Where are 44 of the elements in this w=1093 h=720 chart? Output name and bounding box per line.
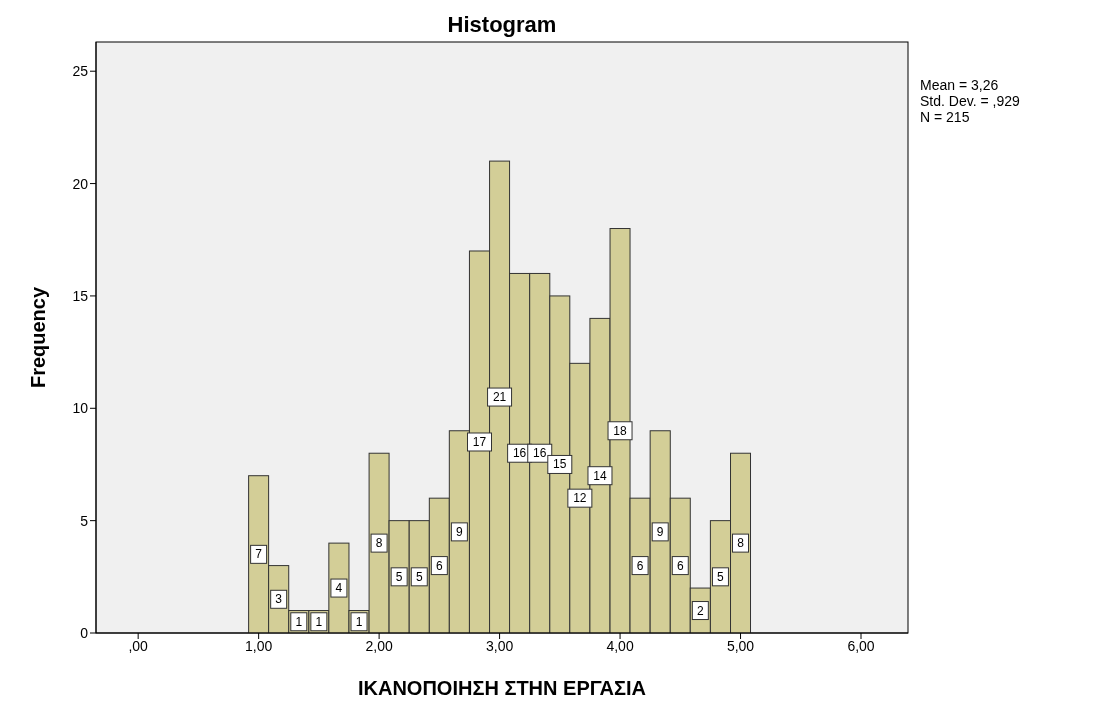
data-label: 8 (375, 536, 383, 551)
data-label: 21 (492, 390, 507, 405)
data-label: 9 (656, 524, 664, 539)
text: Mean = 3,26 (920, 77, 999, 93)
data-label: 5 (717, 569, 725, 584)
x-tick-label: 5,00 (726, 637, 755, 654)
data-label: 2 (696, 603, 704, 618)
data-label: 6 (435, 558, 443, 573)
data-label: 1 (355, 614, 363, 629)
data-label: 17 (472, 434, 487, 449)
data-label: 15 (553, 457, 567, 472)
data-label: 16 (533, 446, 547, 461)
x-tick-label: 1,00 (245, 637, 273, 654)
data-label: 7 (255, 547, 263, 562)
y-tick-label: 15 (72, 287, 89, 304)
data-label: 12 (573, 491, 587, 506)
data-label: 18 (613, 423, 628, 438)
x-tick-label: 4,00 (606, 637, 634, 654)
x-tick-label: 6,00 (847, 637, 875, 654)
data-label: 5 (415, 569, 423, 584)
data-label: 5 (395, 569, 403, 584)
data-label: 16 (512, 446, 527, 461)
data-label: 1 (295, 614, 303, 629)
text: N = 215 (920, 109, 970, 125)
data-label: 8 (737, 536, 745, 551)
data-label: 9 (456, 524, 464, 539)
data-label: 6 (636, 558, 644, 573)
data-label: 1 (315, 614, 323, 629)
y-tick-label: 5 (80, 512, 89, 529)
y-tick-label: 10 (72, 400, 89, 417)
text: Std. Dev. = ,929 (920, 93, 1020, 109)
x-tick-label: 2,00 (365, 637, 393, 654)
chart-title: Histogram (447, 12, 557, 37)
data-label: 3 (275, 592, 283, 607)
x-tick-label: 3,00 (485, 637, 514, 654)
x-tick-label: ,00 (128, 637, 149, 654)
y-axis-title: Frequency (27, 286, 50, 389)
x-axis-title: ΙΚΑΝΟΠΟΙΗΣΗ ΣΤΗΝ ΕΡΓΑΣΙΑ (357, 677, 647, 699)
data-label: 6 (676, 558, 684, 573)
y-tick-label: 0 (80, 624, 89, 641)
data-label: 4 (335, 581, 343, 596)
y-tick-label: 20 (72, 175, 89, 192)
y-tick-label: 25 (72, 63, 89, 80)
data-label: 14 (593, 468, 607, 483)
